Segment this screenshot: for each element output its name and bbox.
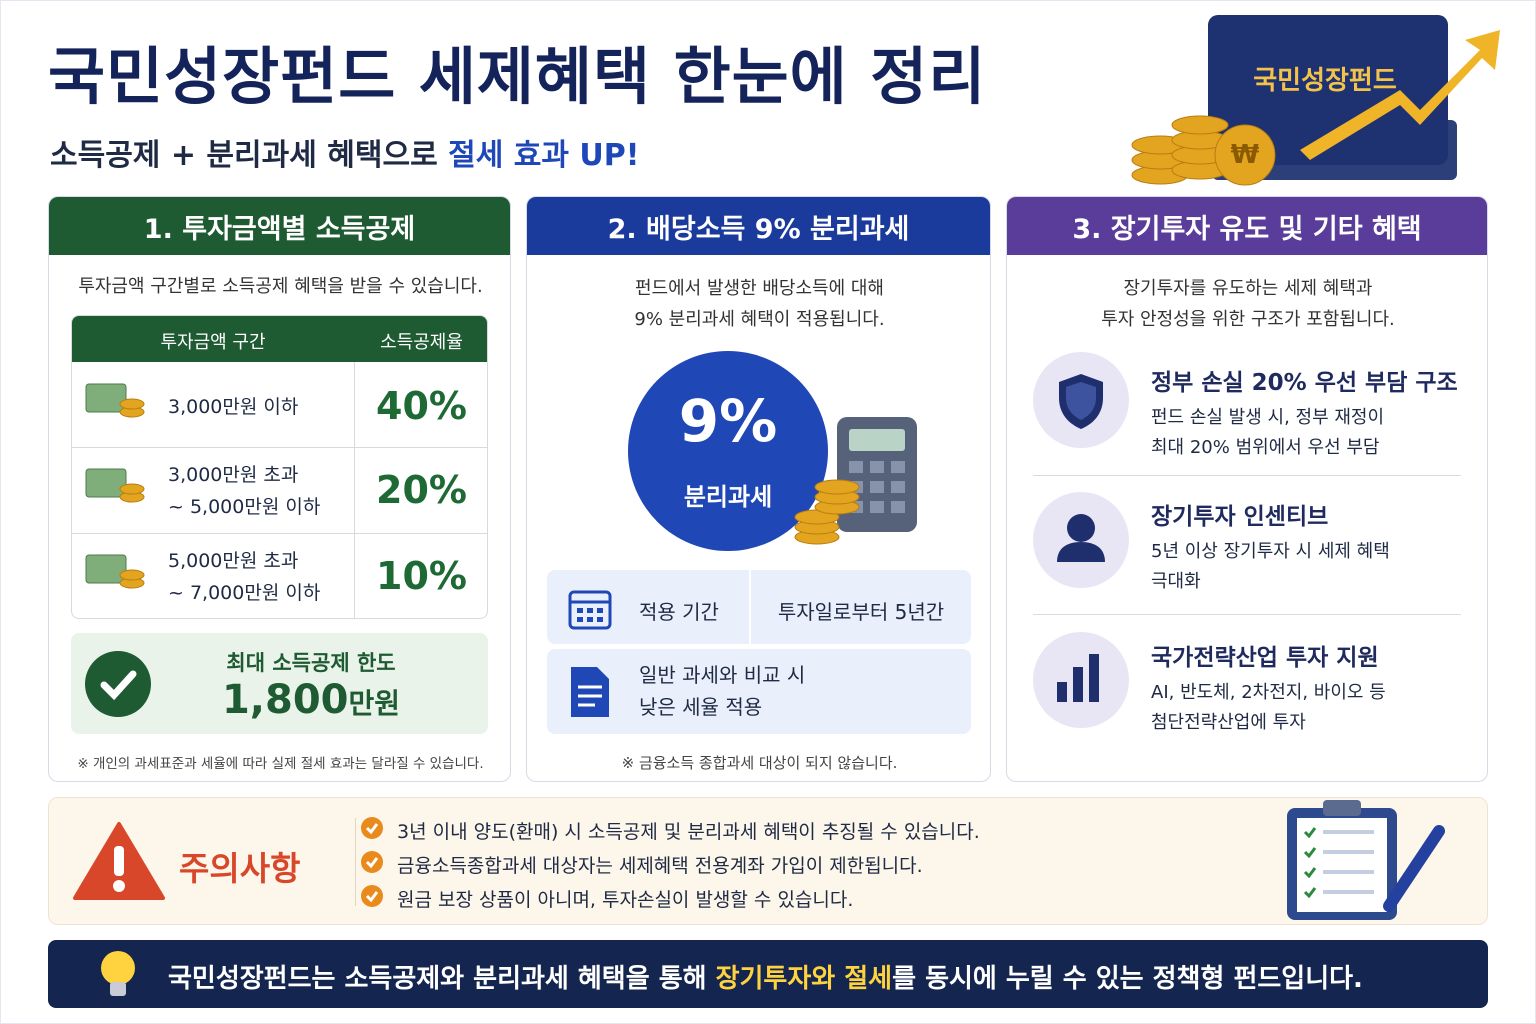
range-line: 5,000만원 초과 <box>168 550 299 572</box>
item-title: 장기투자 인센티브 <box>1151 504 1329 530</box>
period-divider <box>749 570 751 644</box>
deduction-table: 투자금액 구간 소득공제율 3,000만원 이하 40% 3,000만원 초과 ~… <box>71 315 488 619</box>
limit-label: 최대 소득공제 한도 <box>226 651 396 675</box>
clipboard-icon <box>1287 800 1445 920</box>
intro-line: 투자 안정성을 위한 구조가 포함됩니다. <box>1101 309 1395 330</box>
panel-header: 1. 투자금액별 소득공제 <box>49 197 510 255</box>
title: 국민성장펀드 세제혜택 한눈에 정리 <box>48 40 987 113</box>
table-header-cell: 소득공제율 <box>380 332 463 353</box>
compare-line: 낮은 세율 적용 <box>639 695 763 719</box>
intro: 투자금액 구간별로 소득공제 혜택을 받을 수 있습니다. <box>78 276 483 297</box>
panel-header: 3. 장기투자 유도 및 기타 혜택 <box>1007 197 1487 255</box>
footer-highlight: 장기투자와 절세 <box>715 964 893 994</box>
range-line: ~ 5,000만원 이하 <box>168 496 321 518</box>
badge-rate: 9% <box>678 387 778 455</box>
caution-title: 주의사항 <box>179 849 301 888</box>
period-value: 투자일로부터 5년간 <box>777 600 945 624</box>
item-desc: 5년 이상 장기투자 시 세제 혜택 <box>1151 541 1390 562</box>
rate: 20% <box>376 468 467 512</box>
panel-income-deduction: 1. 투자금액별 소득공제 투자금액 구간별로 소득공제 혜택을 받을 수 있습… <box>48 196 511 782</box>
subtitle-highlight: 절세 효과 UP! <box>448 138 640 173</box>
item-desc: 극대화 <box>1151 571 1201 592</box>
range-line: ~ 7,000만원 이하 <box>168 582 321 604</box>
rate: 10% <box>376 554 467 598</box>
limit-number: 1,800 <box>221 677 349 723</box>
check-bullets <box>361 817 383 907</box>
intro: 펀드에서 발생한 배당소득에 대해 9% 분리과세 혜택이 적용됩니다. <box>527 273 990 335</box>
item-desc: 첨단전략산업에 투자 <box>1151 712 1306 733</box>
money-icons <box>85 383 145 589</box>
item-desc: AI, 반도체, 2차전지, 바이오 등 <box>1151 682 1386 703</box>
compare-line: 일반 과세와 비교 시 <box>639 663 806 687</box>
range: 3,000만원 이하 <box>168 392 298 419</box>
limit-box: 최대 소득공제 한도 1,800만원 <box>71 633 488 734</box>
note: ※ 금융소득 종합과세 대상이 되지 않습니다. <box>621 754 898 772</box>
footer-part: 국민성장펀드는 소득공제와 분리과세 혜택을 통해 <box>168 964 716 994</box>
limit-amount: 1,800만원 <box>171 677 451 723</box>
range-line: 3,000만원 초과 <box>168 464 299 486</box>
period-box: 적용 기간 투자일로부터 5년간 <box>547 570 971 644</box>
item-desc: 펀드 손실 발생 시, 정부 재정이 <box>1151 407 1385 428</box>
footer-text: 국민성장펀드는 소득공제와 분리과세 혜택을 통해 장기투자와 절세를 동시에 … <box>168 958 1363 995</box>
calendar-icon <box>568 590 612 630</box>
badge-label: 분리과세 <box>683 483 773 511</box>
footer-part: 를 동시에 누릴 수 있는 정책형 펀드입니다. <box>892 964 1363 994</box>
item: 국가전략산업 투자 지원 AI, 반도체, 2차전지, 바이오 등 첨단전략산업… <box>1151 638 1386 738</box>
svg-text:₩: ₩ <box>1231 140 1260 170</box>
footer-bar: 국민성장펀드는 소득공제와 분리과세 혜택을 통해 장기투자와 절세를 동시에 … <box>48 940 1488 1008</box>
caution-divider <box>355 818 356 906</box>
panel-dividend-tax: 2. 배당소득 9% 분리과세 펀드에서 발생한 배당소득에 대해 9% 분리과세… <box>526 196 991 782</box>
item-desc: 최대 20% 범위에서 우선 부담 <box>1151 437 1380 458</box>
subtitle: 소득공제 + 분리과세 혜택으로 절세 효과 UP! <box>50 130 639 174</box>
intro-line: 장기투자를 유도하는 세제 혜택과 <box>1123 278 1373 299</box>
table-header <box>72 316 487 362</box>
range-line: 3,000만원 이하 <box>168 396 299 418</box>
warning-icon <box>73 822 165 900</box>
hero-badge: 국민성장펀드 <box>1253 66 1397 96</box>
range: 3,000만원 초과 ~ 5,000만원 이하 <box>168 459 320 523</box>
subtitle-text: 소득공제 + 분리과세 혜택으로 <box>50 138 449 173</box>
intro-line: 9% 분리과세 혜택이 적용됩니다. <box>634 309 885 330</box>
hero-illustration: ₩ <box>1131 15 1500 186</box>
caution-item: 금융소득종합과세 대상자는 세제혜택 전용계좌 가입이 제한됩니다. <box>397 855 923 877</box>
document-icon <box>571 667 609 717</box>
item-title: 정부 손실 20% 우선 부담 구조 <box>1151 370 1458 396</box>
item: 정부 손실 20% 우선 부담 구조 펀드 손실 발생 시, 정부 재정이 최대… <box>1151 363 1458 463</box>
check-icon <box>85 651 151 717</box>
period-label: 적용 기간 <box>639 600 719 624</box>
divider <box>1033 475 1461 476</box>
column-divider <box>354 362 355 618</box>
table-header-cell: 투자금액 구간 <box>160 332 266 353</box>
rate-illustration <box>628 351 917 551</box>
note: ※ 개인의 과세표준과 세율에 따라 실제 절세 효과는 달라질 수 있습니다. <box>77 756 484 772</box>
panel-header: 2. 배당소득 9% 분리과세 <box>527 197 990 255</box>
rate: 40% <box>376 384 467 428</box>
caution-box: 주의사항 3년 이내 양도(환매) 시 소득공제 및 분리과세 혜택이 추징될 … <box>48 797 1488 925</box>
divider <box>1033 614 1461 615</box>
intro-line: 펀드에서 발생한 배당소득에 대해 <box>634 278 884 299</box>
row-divider <box>72 533 487 534</box>
row-divider <box>72 447 487 448</box>
range: 5,000만원 초과 ~ 7,000만원 이하 <box>168 545 320 609</box>
item: 장기투자 인센티브 5년 이상 장기투자 시 세제 혜택 극대화 <box>1151 497 1390 597</box>
caution-item: 원금 보장 상품이 아니며, 투자손실이 발생할 수 있습니다. <box>397 889 854 911</box>
limit-unit: 만원 <box>348 687 401 720</box>
benefit-icons <box>1033 352 1129 728</box>
item-title: 국가전략산업 투자 지원 <box>1151 645 1379 671</box>
bulb-icon <box>101 951 135 996</box>
caution-item: 3년 이내 양도(환매) 시 소득공제 및 분리과세 혜택이 추징될 수 있습니… <box>397 821 980 843</box>
